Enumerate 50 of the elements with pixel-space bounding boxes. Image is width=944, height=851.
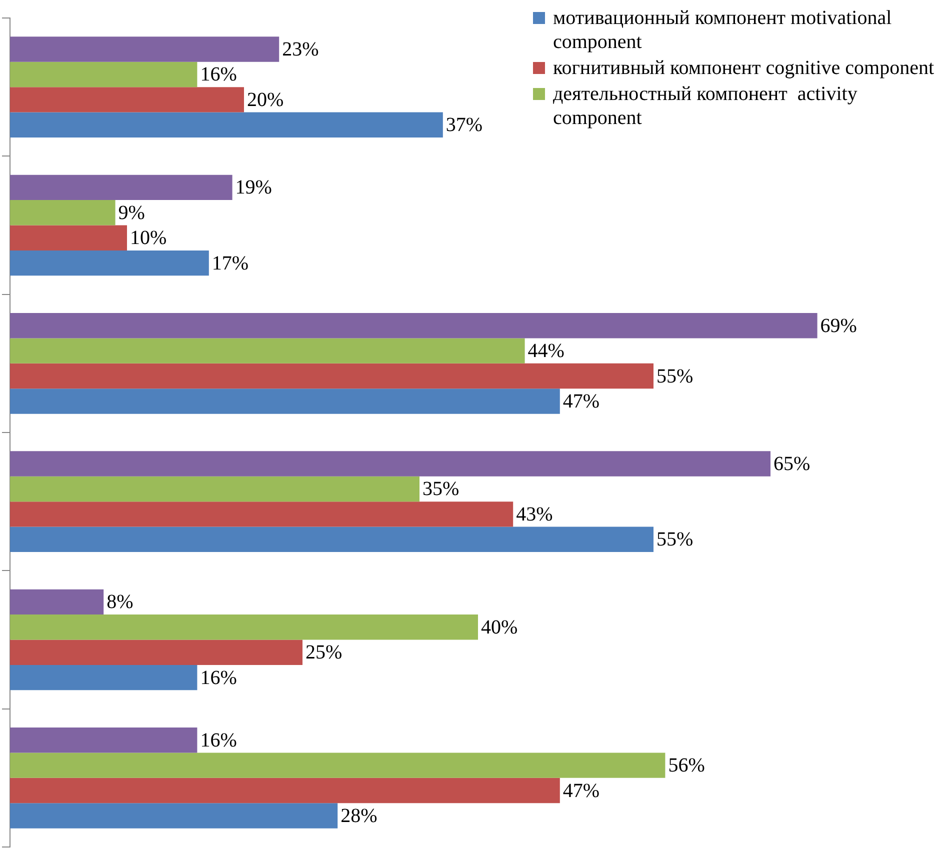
data-label: 16% xyxy=(200,729,237,752)
bar xyxy=(10,87,244,112)
data-label: 16% xyxy=(200,666,237,689)
bar xyxy=(10,451,770,476)
bar xyxy=(10,664,198,690)
bar xyxy=(10,363,654,389)
data-label: 25% xyxy=(306,642,342,664)
data-label: 44% xyxy=(528,340,564,362)
bar xyxy=(10,250,209,276)
data-label: 35% xyxy=(422,478,460,500)
bar xyxy=(10,502,514,527)
data-label: 8% xyxy=(106,591,134,614)
data-label: 17% xyxy=(212,252,249,274)
bar xyxy=(10,225,127,250)
data-label: 56% xyxy=(668,754,705,777)
data-label: 47% xyxy=(562,390,600,412)
data-label: 28% xyxy=(340,804,378,827)
bar xyxy=(10,803,338,828)
data-label: 10% xyxy=(130,227,167,250)
data-label: 37% xyxy=(446,114,483,136)
bar xyxy=(10,476,420,502)
data-label: 55% xyxy=(656,365,694,388)
bar xyxy=(10,778,560,804)
data-label: 19% xyxy=(235,176,272,199)
bar xyxy=(10,526,654,552)
bar xyxy=(10,614,478,640)
legend-label: когнитивный компонент cognitive component xyxy=(553,56,934,80)
bar xyxy=(10,312,818,338)
data-label: 69% xyxy=(820,314,857,337)
bar xyxy=(10,200,116,226)
data-label: 55% xyxy=(656,528,694,551)
bar xyxy=(10,640,302,665)
data-label: 65% xyxy=(774,453,810,476)
bar xyxy=(10,112,443,138)
data-label: 40% xyxy=(481,616,518,638)
bar xyxy=(10,174,232,200)
data-label: 47% xyxy=(562,780,600,802)
data-label: 16% xyxy=(200,64,237,86)
legend-label: деятельностный компонент activity component xyxy=(553,82,858,130)
bar xyxy=(10,388,560,414)
bar xyxy=(10,727,198,753)
data-label: 9% xyxy=(118,202,145,224)
bar xyxy=(10,36,280,62)
bar xyxy=(10,752,666,778)
bar xyxy=(10,589,104,615)
data-label: 20% xyxy=(247,88,284,111)
data-label: 23% xyxy=(282,38,319,61)
bar xyxy=(10,338,525,364)
bar xyxy=(10,62,198,88)
data-label: 43% xyxy=(516,503,553,526)
